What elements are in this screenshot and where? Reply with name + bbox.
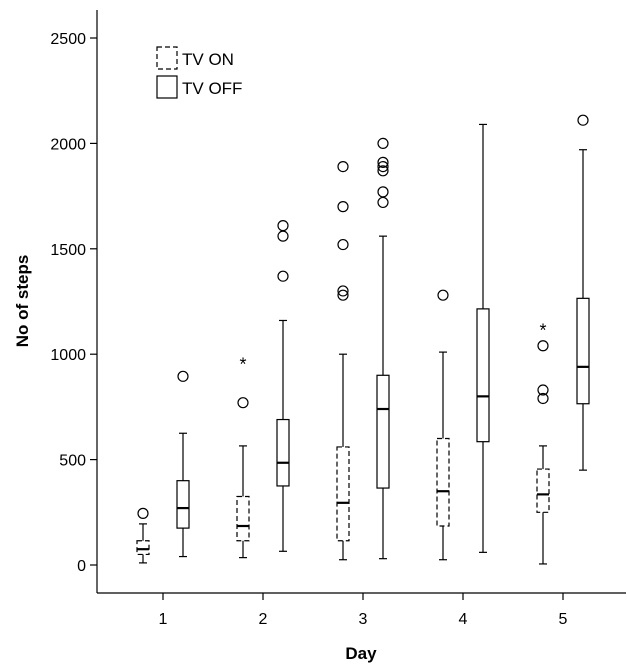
x-tick-label: 1 [159, 611, 168, 628]
x-tick-label: 5 [559, 611, 568, 628]
box-tv-on-day-4 [436, 289, 450, 561]
outlier-point [337, 160, 349, 173]
y-tick-label: 500 [59, 453, 86, 470]
y-tick-label: 1000 [50, 347, 86, 364]
y-tick-label: 2500 [50, 31, 86, 48]
outlier-point [137, 507, 149, 519]
box-tv-on-day-2: * [236, 354, 250, 559]
outlier-point [337, 285, 349, 297]
box-tv-off-day-3 [376, 137, 390, 560]
outlier-point [277, 270, 289, 282]
box-iqr [436, 437, 450, 527]
plot-area: ** [136, 114, 590, 565]
y-tick-label: 2000 [50, 136, 86, 153]
box-iqr [276, 418, 290, 487]
outlier-point [377, 196, 389, 209]
y-axis-title: No of steps [13, 255, 32, 348]
box-tv-off-day-1 [176, 370, 190, 558]
x-tick-label: 4 [459, 611, 468, 628]
y-tick-label: 1500 [50, 242, 86, 259]
box-tv-on-day-3 [336, 160, 350, 561]
outlier-point [377, 156, 389, 168]
box-iqr [376, 374, 390, 489]
legend-label: TV ON [182, 50, 234, 69]
legend-swatch-tv-off [156, 75, 178, 99]
legend: TV ON TV OFF [156, 46, 242, 99]
y-tick-label: 0 [77, 558, 86, 575]
outlier-point [377, 137, 389, 149]
box-iqr [236, 495, 250, 542]
box-iqr [336, 446, 350, 542]
box-tv-on-day-1 [136, 507, 150, 564]
extreme-point: * [539, 321, 546, 341]
outlier-point [377, 186, 389, 198]
box-iqr [176, 480, 190, 529]
outlier-point [337, 238, 349, 251]
outlier-point [177, 370, 189, 382]
outlier-point [537, 340, 549, 352]
outlier-point [437, 289, 449, 301]
box-iqr [136, 540, 150, 556]
legend-label: TV OFF [182, 79, 242, 98]
box-tv-on-day-5: * [536, 321, 550, 565]
box-iqr [536, 468, 550, 513]
x-tick-label: 2 [259, 611, 268, 628]
x-tick-label: 3 [359, 611, 368, 628]
outlier-point [337, 201, 349, 213]
outlier-point [277, 230, 289, 242]
box-tv-off-day-5 [576, 114, 590, 471]
box-iqr [576, 297, 590, 405]
outlier-point [337, 289, 349, 301]
outlier-point [577, 114, 589, 126]
outlier-point [537, 392, 549, 405]
box-tv-off-day-4 [476, 123, 490, 553]
outlier-point [237, 397, 249, 409]
outlier-point [377, 165, 389, 177]
outlier-point [277, 220, 289, 232]
x-axis-title: Day [345, 644, 377, 663]
outlier-point [377, 160, 389, 173]
box-tv-off-day-2 [276, 220, 290, 552]
outlier-point [537, 384, 549, 396]
box-iqr [476, 308, 490, 443]
axes: 0 500 1000 1500 2000 2500 1 2 3 4 5 [50, 10, 626, 628]
legend-swatch-tv-on [156, 46, 178, 70]
extreme-point: * [239, 354, 246, 374]
